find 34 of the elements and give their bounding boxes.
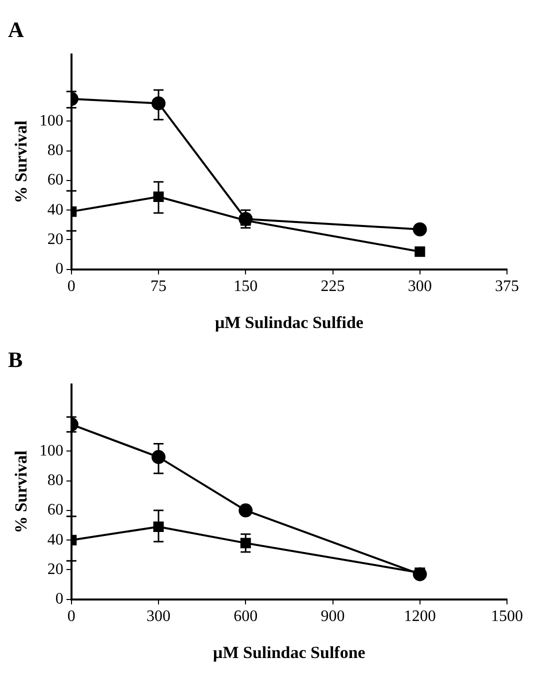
x-axis-title: μM Sulindac Sulfone	[213, 643, 366, 662]
x-tick-label: 1500	[491, 608, 523, 626]
y-tick-label: 80	[47, 142, 64, 159]
point	[412, 567, 427, 582]
y-tick-label: 20	[47, 560, 64, 578]
y-tick-label: 0	[55, 260, 64, 278]
x-tick-label: 75	[150, 278, 167, 296]
y-tick-label: 40	[47, 531, 64, 548]
point	[412, 222, 427, 236]
point	[238, 503, 253, 518]
y-tick-label: 60	[47, 502, 64, 519]
y-tick-label: 20	[47, 230, 64, 248]
y-tick-label: 0	[55, 590, 64, 608]
y-tick-label: 40	[47, 201, 64, 218]
x-tick-label: 300	[408, 278, 432, 296]
chart-title: B	[8, 346, 23, 372]
y-tick-label: 100	[39, 112, 64, 130]
x-tick-label: 0	[67, 278, 76, 296]
y-axis-title: % Survival	[12, 120, 31, 204]
x-tick-label: 300	[146, 608, 171, 626]
x-tick-label: 900	[320, 608, 345, 626]
x-tick-label: 375	[495, 278, 519, 296]
y-axis-title: % Survival	[12, 450, 31, 534]
chart-title: A	[8, 16, 24, 42]
x-tick-label: 600	[234, 608, 258, 626]
y-tick-label: 60	[47, 172, 64, 189]
x-tick-label: 1200	[404, 608, 436, 626]
point	[414, 246, 426, 257]
y-tick-label: 80	[47, 472, 64, 489]
x-tick-label: 150	[234, 278, 258, 296]
x-tick-label: 225	[320, 278, 345, 296]
y-tick-label: 100	[39, 442, 64, 460]
x-axis-title: μM Sulindac Sulfide	[214, 313, 364, 332]
x-tick-label: 0	[67, 608, 76, 626]
